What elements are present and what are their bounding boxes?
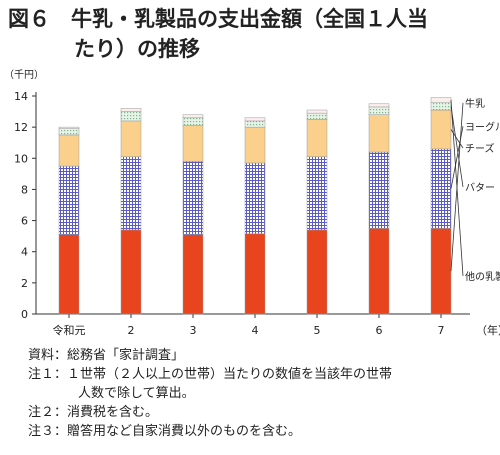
legend-label-3: チーズ [465, 142, 495, 155]
legend-label-4: バター [465, 182, 495, 194]
chart-bars [58, 97, 452, 315]
bar-segment-1 [368, 228, 390, 315]
bar-segment-5 [368, 103, 390, 108]
x-tick-label: 6 [376, 324, 383, 337]
bar-segment-3 [306, 119, 328, 157]
bar-segment-5 [182, 114, 204, 119]
y-tick-label: 0 [21, 308, 28, 321]
bar-segment-2 [182, 161, 204, 235]
bar-segment-3 [58, 134, 80, 167]
legend-leader-line [450, 99, 464, 276]
legend-label-2: ヨーグルト [465, 120, 500, 133]
figure-title-line2: たり）の推移 [74, 37, 200, 61]
figure-title-line1: 図６ 牛乳・乳製品の支出金額（全国１人当 [8, 7, 428, 31]
legend-label-5: 他の乳製品 [465, 270, 500, 283]
y-tick-label: 8 [21, 183, 28, 196]
note-2: 注２：消費税を含む。 [28, 405, 159, 420]
y-tick-label: 4 [21, 246, 28, 259]
bar-segment-3 [182, 125, 204, 162]
y-axis-unit: （千円） [4, 69, 44, 81]
x-tick-label: 2 [128, 324, 135, 337]
x-tick-label: 3 [190, 324, 197, 337]
x-tick-label: 5 [314, 324, 321, 337]
x-tick-label: 令和元 [53, 323, 86, 337]
bar-segment-3 [120, 120, 142, 157]
bar-segment-1 [430, 228, 452, 315]
bar-segment-5 [120, 108, 142, 112]
bar-segment-4 [244, 120, 266, 128]
bar-segment-2 [430, 148, 452, 229]
chart-notes: 資料：総務省「家計調査」 注１：１世帯（２人以上の世帯）当たりの数値を当該年の世… [28, 346, 392, 441]
bar-segment-3 [244, 126, 266, 164]
bar-segment-5 [306, 109, 328, 114]
note-1-cont: 人数で除して算出。 [78, 386, 195, 401]
stacked-bar-chart: 0 2 4 6 8 10 12 14 （千円） 令和元 2 3 4 5 6 7 （年） 牛乳ヨーグルトチーズバタ… [4, 69, 500, 337]
bar-segment-5 [244, 117, 266, 122]
legend-label-1: 牛乳 [465, 97, 485, 110]
figure-title: 図６ 牛乳・乳製品の支出金額（全国１人当 たり）の推移 [8, 4, 492, 64]
bar-segment-4 [182, 117, 204, 126]
note-1: 注１：１世帯（２人以上の世帯）当たりの数値を当該年の世帯 [28, 367, 393, 382]
y-tick-label: 10 [14, 152, 28, 165]
note-source: 資料：総務省「家計調査」 [28, 348, 185, 363]
bar-segment-5 [58, 126, 80, 129]
bar-segment-2 [244, 162, 266, 235]
bar-segment-2 [368, 151, 390, 229]
y-tick-label: 14 [14, 90, 28, 103]
y-tick-label: 6 [21, 215, 28, 228]
bar-segment-3 [430, 109, 452, 150]
legend-leader-line [450, 126, 464, 189]
bar-segment-1 [306, 229, 328, 315]
bar-segment-3 [368, 114, 390, 153]
x-tick-label: 4 [252, 324, 259, 337]
bar-segment-5 [430, 97, 452, 103]
bar-segment-1 [120, 229, 142, 315]
bar-segment-1 [58, 234, 80, 315]
bar-segment-2 [306, 156, 328, 231]
x-axis-unit: （年） [476, 323, 500, 337]
bar-segment-4 [368, 106, 390, 115]
legend-leader-line [450, 106, 464, 188]
note-3: 注３：贈答用など自家消費以外のものを含む。 [28, 424, 302, 439]
bar-segment-4 [430, 101, 452, 111]
bar-segment-4 [58, 128, 80, 136]
chart-labels: 牛乳ヨーグルトチーズバター他の乳製品 [450, 97, 500, 283]
bar-segment-4 [306, 112, 328, 120]
bar-segment-2 [120, 156, 142, 231]
bar-segment-2 [58, 165, 80, 235]
bar-segment-1 [244, 233, 266, 315]
y-tick-label: 2 [21, 277, 28, 290]
x-tick-label: 7 [438, 324, 445, 337]
y-tick-label: 12 [14, 121, 28, 134]
bar-segment-4 [120, 111, 142, 122]
bar-segment-1 [182, 234, 204, 315]
